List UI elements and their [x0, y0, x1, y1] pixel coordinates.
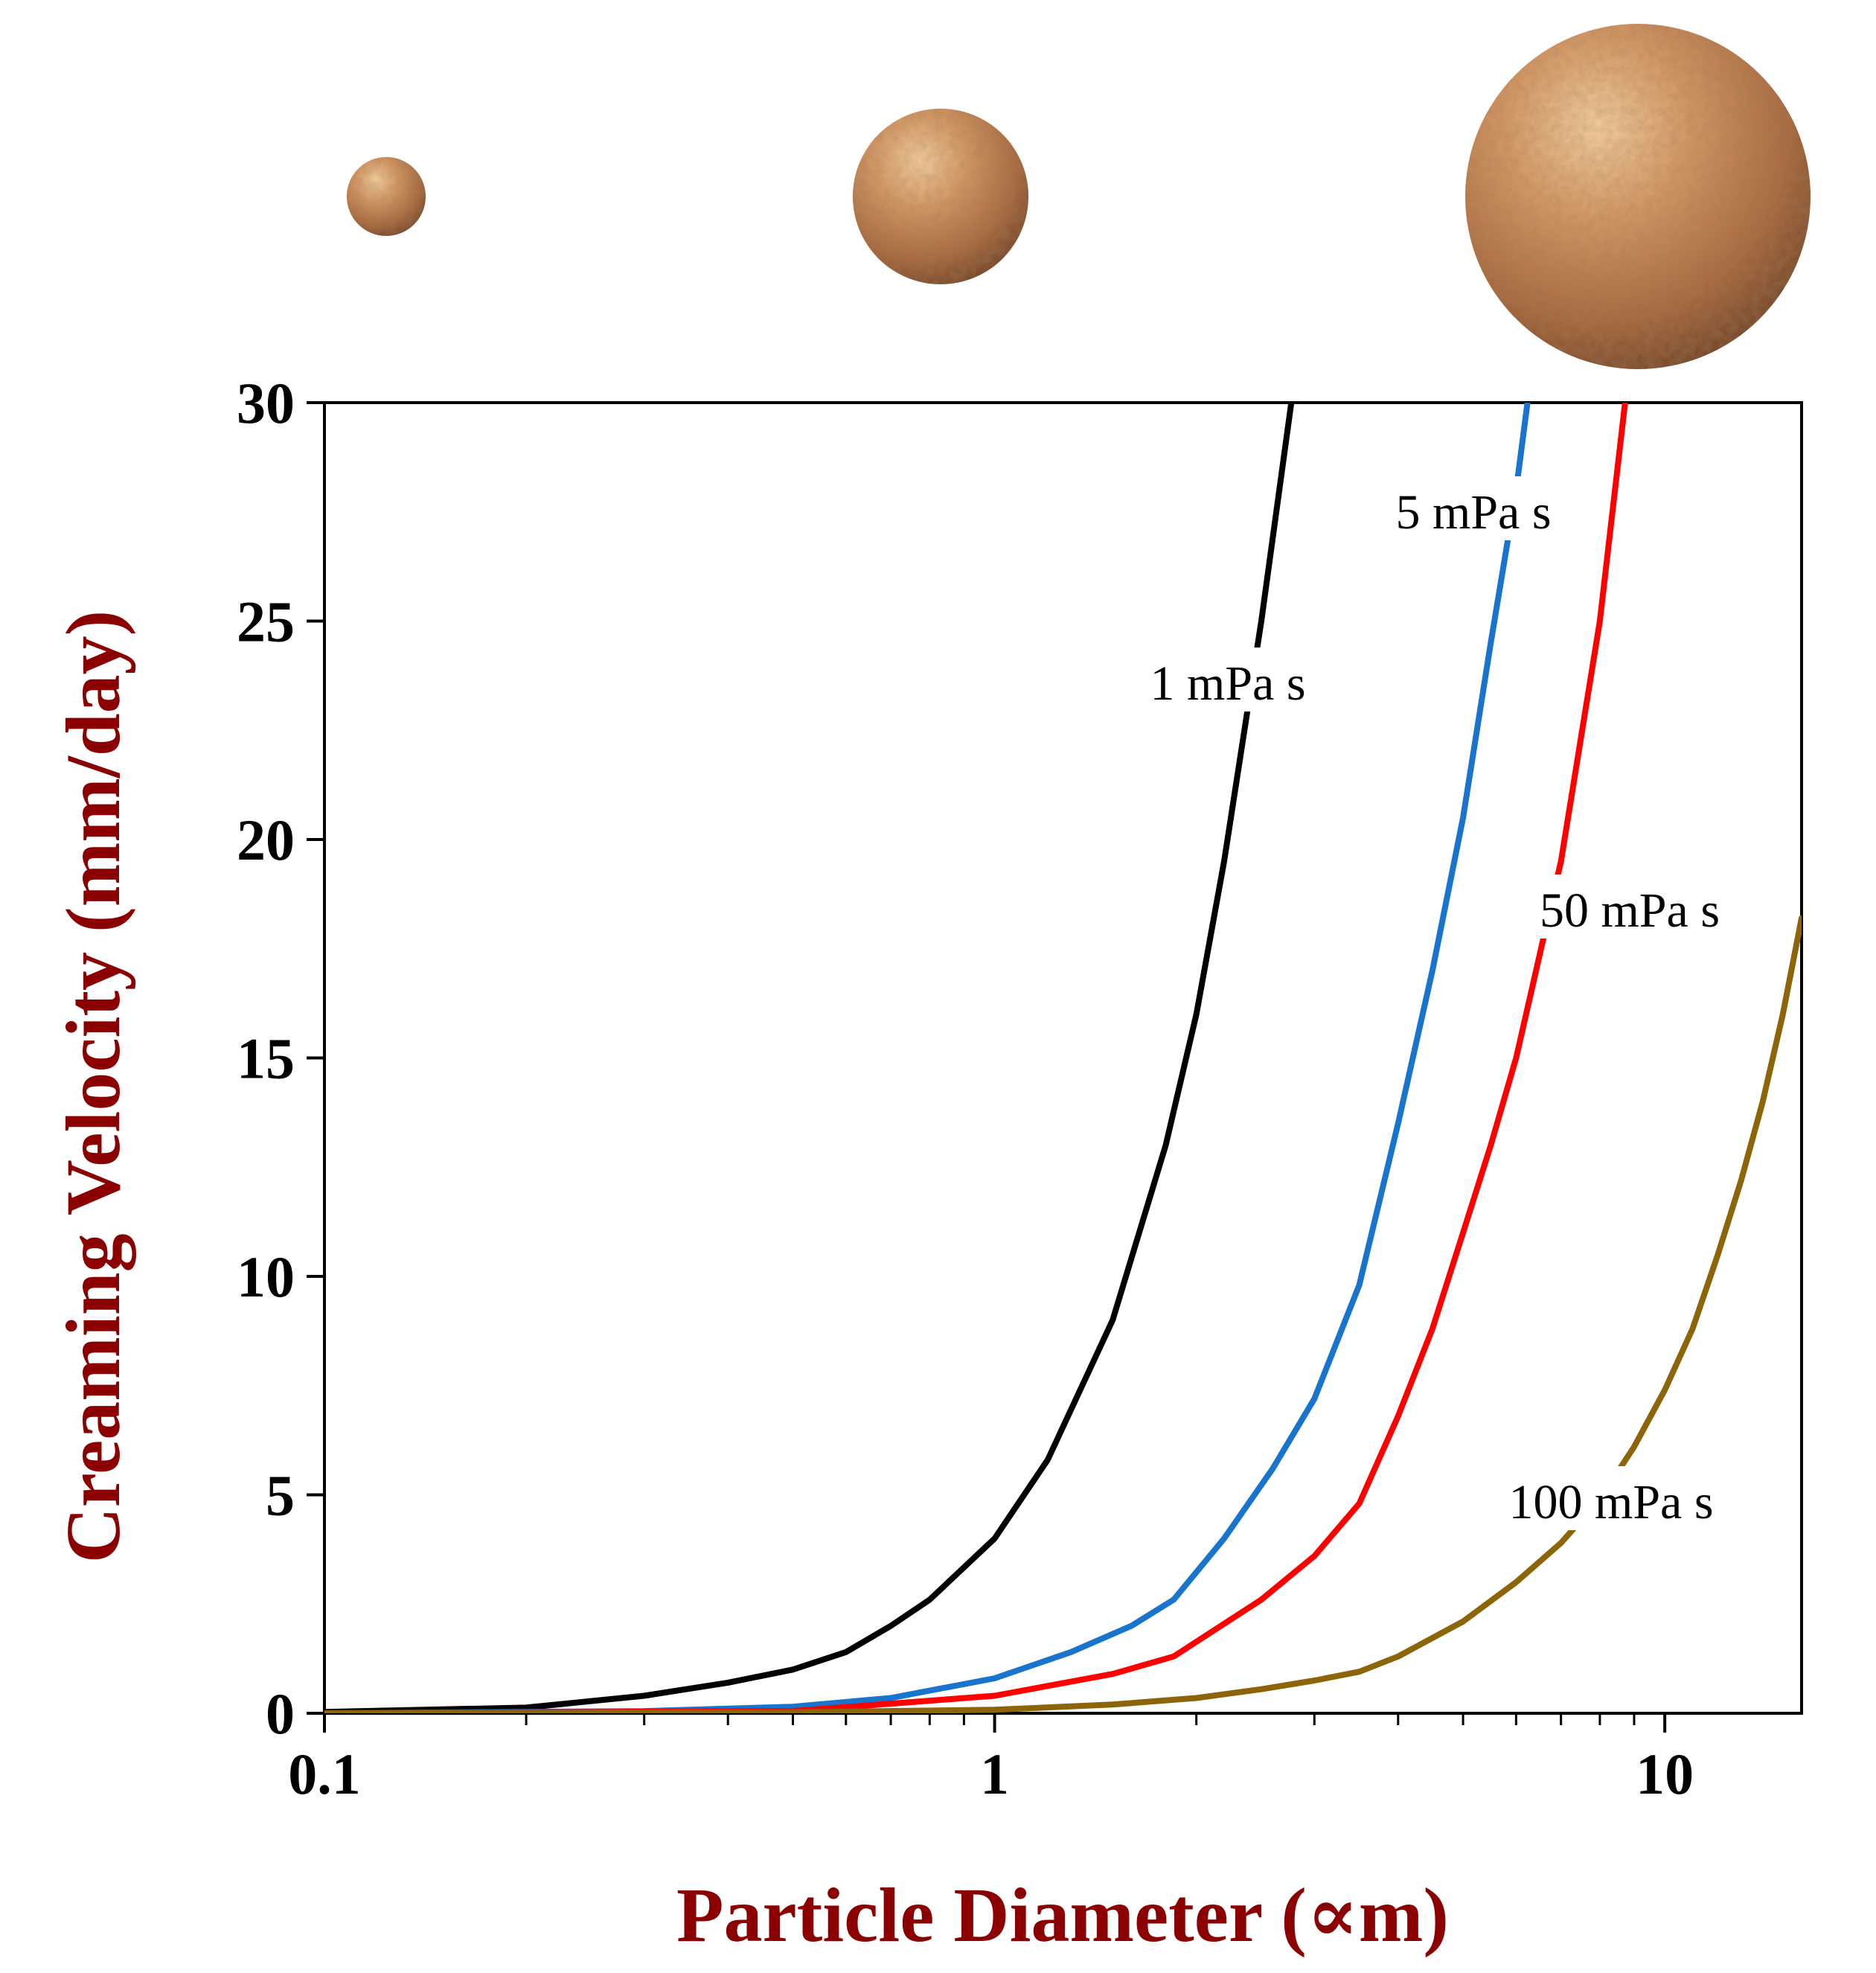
y-tick-label: 20	[237, 808, 295, 872]
y-tick-label: 25	[237, 589, 295, 654]
x-axis-title: Particle Diameter (∝m)	[676, 1873, 1449, 1958]
series-label-1: 5 mPa s	[1395, 485, 1551, 540]
series-lines	[324, 403, 1802, 1713]
y-tick-label: 10	[237, 1244, 295, 1309]
large-sphere-icon	[1465, 24, 1811, 369]
series-label-background	[1373, 476, 1574, 540]
series-label-0: 1 mPa s	[1150, 656, 1305, 711]
series-label-background	[1485, 1466, 1738, 1530]
series-label-3: 100 mPa s	[1508, 1475, 1713, 1529]
x-tick-label: 10	[1636, 1742, 1694, 1806]
small-sphere-icon	[347, 157, 426, 236]
series-line-0	[324, 403, 1295, 1713]
y-tick-label: 15	[237, 1026, 295, 1091]
y-tick-label: 30	[237, 371, 295, 435]
series-label-2: 50 mPa s	[1540, 883, 1720, 938]
x-tick-label: 1	[980, 1742, 1009, 1806]
y-axis-title: Creaming Velocity (mm/day)	[51, 610, 136, 1564]
series-line-3	[324, 915, 1802, 1713]
medium-sphere-icon	[853, 109, 1028, 284]
x-axis-ticks: 0.1 1 10	[288, 1713, 1694, 1806]
y-axis-ticks: 0 5 10 15 20 25 30	[237, 371, 324, 1746]
particle-illustrations	[347, 24, 1811, 369]
series-label-background	[1127, 647, 1328, 712]
y-tick-label: 5	[266, 1463, 295, 1528]
series-line-2	[324, 403, 1628, 1713]
series-label-background	[1518, 874, 1741, 938]
series-line-1	[324, 403, 1531, 1713]
y-tick-label: 0	[266, 1681, 295, 1746]
x-tick-label: 0.1	[288, 1742, 361, 1806]
series-labels: 1 mPa s 5 mPa s 50 mPa s 100 mPa s	[1127, 476, 1741, 1530]
